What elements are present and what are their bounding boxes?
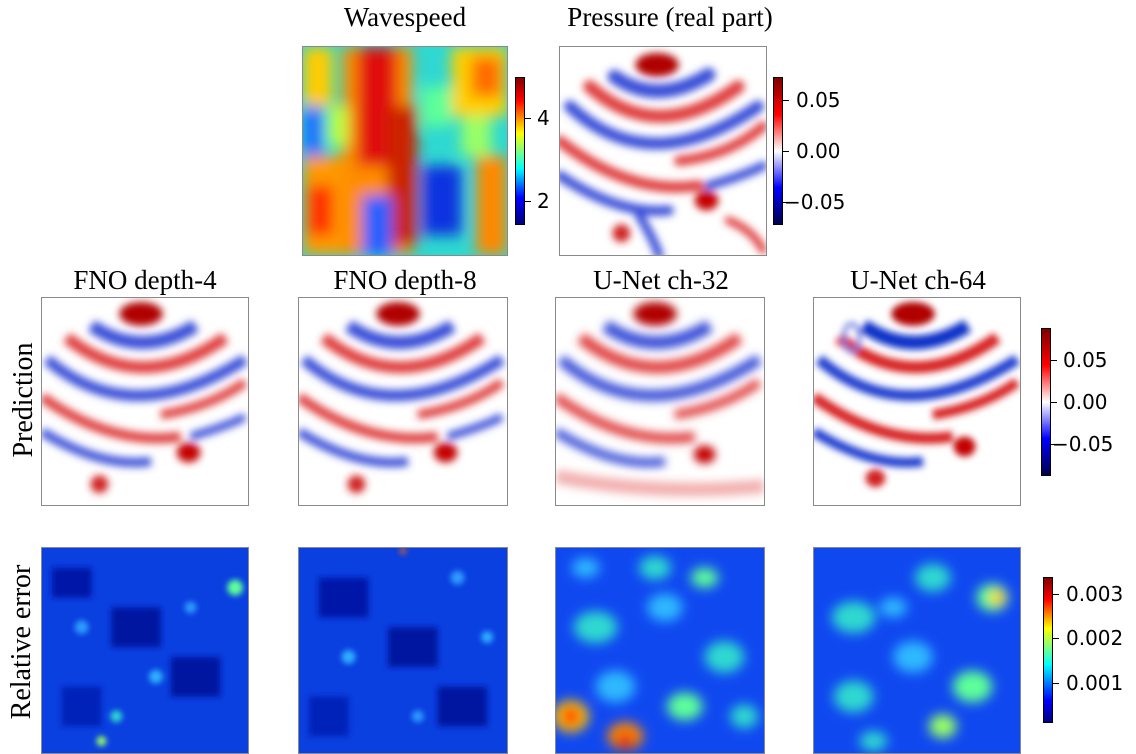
error-tick-0003: 0.003 (1066, 582, 1124, 606)
prediction-panel-unet64 (813, 297, 1021, 506)
pressure-heatmap (559, 46, 767, 256)
error-tick-0001: 0.001 (1066, 671, 1124, 695)
prediction-tick-high: 0.05 (1063, 348, 1108, 372)
column-title-fno8: FNO depth-8 (333, 265, 477, 295)
column-title-unet32: U-Net ch-32 (593, 265, 729, 295)
tickmark (783, 100, 789, 101)
tickmark (525, 118, 531, 119)
tickmark (525, 201, 531, 202)
tickmark (783, 202, 789, 203)
tickmark (1051, 444, 1057, 445)
tickmark (1051, 402, 1057, 403)
error-heatmap-icon (556, 548, 764, 753)
error-panel-fno8 (298, 547, 508, 754)
prediction-tick-zero: 0.00 (1063, 390, 1108, 414)
tickmark (783, 151, 789, 152)
pressure-tick-low: −0.05 (784, 190, 846, 214)
wavespeed-tick-2: 2 (537, 189, 550, 213)
wavespeed-title: Wavespeed (343, 2, 467, 32)
wavespeed-heatmap (302, 46, 508, 256)
error-heatmap-icon (814, 548, 1020, 753)
pressure-colorbar (773, 77, 783, 225)
prediction-tick-low: −0.05 (1052, 432, 1114, 456)
error-panel-fno4 (41, 547, 249, 754)
pressure-title: Pressure (real part) (567, 2, 773, 32)
wavespeed-heatmap-icon (303, 47, 507, 255)
prediction-panel-fno4 (41, 297, 249, 506)
tickmark (1051, 360, 1057, 361)
error-heatmap-icon (299, 548, 507, 753)
error-panel-unet64 (813, 547, 1021, 754)
wavespeed-colorbar (515, 77, 525, 225)
prediction-heatmap-icon (299, 298, 507, 505)
tickmark (1053, 638, 1059, 639)
pressure-tick-zero: 0.00 (796, 139, 841, 163)
row-label-prediction: Prediction (8, 342, 39, 458)
column-title-fno4: FNO depth-4 (73, 265, 217, 295)
error-panel-unet32 (555, 547, 765, 754)
tickmark (1053, 594, 1059, 595)
pressure-heatmap-icon (560, 47, 766, 255)
prediction-heatmap-icon (556, 298, 764, 505)
row-label-error: Relative error (6, 564, 37, 720)
error-tick-0002: 0.002 (1066, 626, 1124, 650)
tickmark (1053, 683, 1059, 684)
prediction-heatmap-icon (42, 298, 248, 505)
prediction-colorbar (1041, 328, 1051, 476)
column-title-unet64: U-Net ch-64 (850, 265, 986, 295)
error-heatmap-icon (42, 548, 248, 753)
prediction-panel-fno8 (298, 297, 508, 506)
prediction-panel-unet32 (555, 297, 765, 506)
prediction-heatmap-icon (814, 298, 1020, 505)
error-colorbar (1043, 577, 1053, 723)
wavespeed-tick-4: 4 (537, 106, 550, 130)
pressure-tick-high: 0.05 (796, 88, 841, 112)
